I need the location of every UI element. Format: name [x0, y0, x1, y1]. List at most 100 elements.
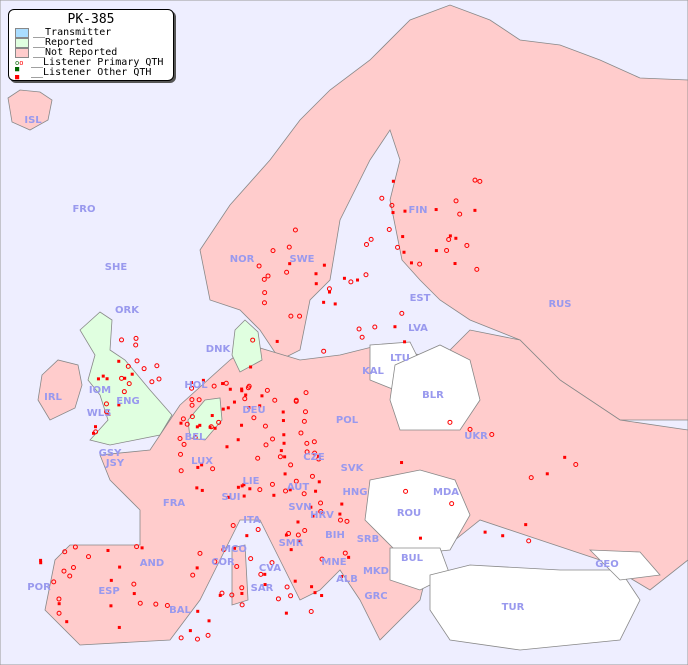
listener-other-qth-marker: [272, 493, 276, 497]
listener-other-qth-marker: [298, 539, 302, 543]
listener-primary-qth-marker: [86, 554, 92, 560]
listener-other-qth-marker: [563, 455, 567, 459]
listener-primary-qth-marker: [131, 581, 137, 587]
listener-other-qth-marker: [333, 302, 337, 306]
listener-primary-qth-marker: [295, 532, 301, 538]
country-label-rus: RUS: [548, 299, 571, 310]
listener-other-qth-marker: [201, 378, 205, 382]
listener-primary-qth-marker: [318, 508, 324, 514]
listener-other-qth-marker: [195, 486, 199, 490]
listener-primary-qth-marker: [292, 227, 298, 233]
listener-other-qth-marker: [221, 407, 225, 411]
listener-other-qth-marker: [448, 234, 452, 238]
country-label-irl: IRL: [44, 392, 62, 403]
listener-primary-qth-marker: [72, 544, 78, 550]
listener-primary-qth-marker: [363, 241, 369, 247]
listener-primary-qth-marker: [121, 389, 127, 395]
listener-other-qth-marker: [340, 574, 344, 578]
listener-primary-qth-marker: [261, 276, 267, 282]
listener-primary-qth-marker: [272, 397, 278, 403]
listener-primary-qth-marker: [67, 573, 73, 579]
country-label-bih: BIH: [325, 530, 345, 541]
listener-primary-qth-marker: [211, 383, 217, 389]
listener-primary-qth-marker: [189, 385, 195, 391]
country-label-esp: ESP: [98, 586, 119, 597]
listener-primary-qth-marker: [275, 596, 281, 602]
listener-other-qth-marker: [96, 377, 100, 381]
country-label-alb: ALB: [336, 574, 358, 585]
listener-primary-qth-marker: [297, 313, 303, 319]
listener-other-qth-marker: [454, 236, 458, 240]
turkey: [429, 564, 641, 651]
listener-other-qth-marker: [289, 548, 293, 552]
listener-primary-qth-marker: [205, 632, 211, 638]
listener-primary-qth-marker: [474, 266, 480, 272]
country-label-fro: FRO: [72, 204, 95, 215]
listener-other-qth-marker: [403, 209, 407, 213]
listener-primary-qth-marker: [464, 242, 470, 248]
country-label-jsy: JSY: [105, 458, 125, 469]
listener-primary-qth-marker: [379, 195, 385, 201]
other-qth-icon: ■ ■: [15, 65, 20, 81]
listener-primary-qth-marker: [212, 559, 218, 565]
listener-primary-qth-marker: [156, 376, 162, 382]
listener-other-qth-marker: [340, 502, 344, 506]
listener-other-qth-marker: [101, 374, 105, 378]
listener-other-qth-marker: [275, 339, 279, 343]
listener-other-qth-marker: [232, 546, 236, 550]
listener-other-qth-marker: [284, 533, 288, 537]
listener-primary-qth-marker: [104, 409, 110, 415]
listener-primary-qth-marker: [248, 556, 254, 562]
listener-other-qth-marker: [244, 393, 248, 397]
country-label-eng: ENG: [116, 396, 139, 407]
listener-primary-qth-marker: [284, 584, 290, 590]
listener-other-qth-marker: [393, 325, 397, 329]
listener-other-qth-marker: [188, 629, 192, 633]
listener-primary-qth-marker: [208, 424, 214, 430]
listener-primary-qth-marker: [348, 279, 354, 285]
listener-other-qth-marker: [39, 561, 43, 565]
listener-primary-qth-marker: [196, 397, 202, 403]
listener-primary-qth-marker: [262, 290, 268, 296]
listener-primary-qth-marker: [262, 423, 268, 429]
listener-primary-qth-marker: [153, 601, 159, 607]
listener-other-qth-marker: [240, 387, 244, 391]
listener-other-qth-marker: [347, 555, 351, 559]
listener-primary-qth-marker: [149, 379, 155, 385]
listener-other-qth-marker: [281, 419, 285, 423]
listener-other-qth-marker: [501, 534, 505, 538]
legend-other-qth: ■ ■ __Listener Other QTH: [9, 65, 173, 81]
listener-primary-qth-marker: [219, 590, 225, 596]
listener-other-qth-marker: [418, 536, 422, 540]
listener-primary-qth-marker: [302, 528, 308, 534]
listener-other-qth-marker: [483, 530, 487, 534]
listener-primary-qth-marker: [178, 468, 184, 474]
country-label-sui: SUI: [221, 492, 240, 503]
listener-primary-qth-marker: [304, 440, 310, 446]
listener-primary-qth-marker: [399, 310, 405, 316]
listener-primary-qth-marker: [286, 244, 292, 250]
listener-other-qth-marker: [288, 488, 292, 492]
listener-other-qth-marker: [93, 425, 97, 429]
listener-primary-qth-marker: [389, 202, 395, 208]
legend-label: __Transmitter: [33, 27, 112, 38]
listener-primary-qth-marker: [61, 568, 67, 574]
listener-primary-qth-marker: [56, 610, 62, 616]
legend-title: PK-385: [67, 12, 115, 27]
listener-primary-qth-marker: [189, 402, 195, 408]
listener-primary-qth-marker: [178, 635, 184, 641]
listener-primary-qth-marker: [261, 300, 267, 306]
listener-other-qth-marker: [283, 472, 287, 476]
listener-primary-qth-marker: [119, 337, 125, 343]
listener-primary-qth-marker: [177, 435, 183, 441]
listener-other-qth-marker: [240, 423, 244, 427]
listener-other-qth-marker: [189, 381, 193, 385]
listener-primary-qth-marker: [386, 226, 392, 232]
listener-other-qth-marker: [228, 387, 232, 391]
listener-other-qth-marker: [545, 472, 549, 476]
listener-primary-qth-marker: [154, 363, 160, 369]
listener-other-qth-marker: [227, 495, 231, 499]
listener-other-qth-marker: [281, 410, 285, 414]
listener-primary-qth-marker: [447, 419, 453, 425]
listener-primary-qth-marker: [318, 500, 324, 506]
